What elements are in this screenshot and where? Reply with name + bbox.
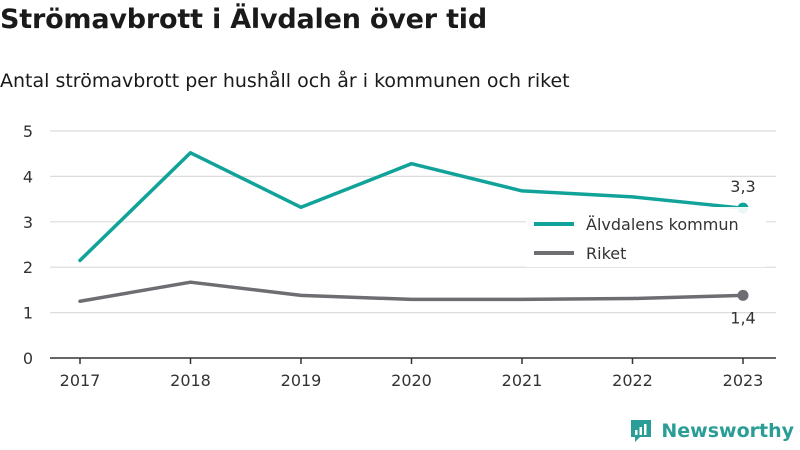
- series-line-0: [78, 151, 745, 263]
- chart-subtitle: Antal strömavbrott per hushåll och år i …: [0, 70, 570, 92]
- brand-name: Newsworthy: [661, 420, 794, 442]
- x-tick-label: 2017: [60, 371, 101, 390]
- x-tick-label: 2018: [170, 371, 211, 390]
- series-line-1: [78, 280, 745, 303]
- chart-title: Strömavbrott i Älvdalen över tid: [0, 4, 487, 35]
- series-end-label-0: 3,3: [730, 177, 755, 196]
- y-tick-label: 0: [23, 349, 33, 368]
- x-tick-label: 2023: [723, 371, 764, 390]
- x-tick-label: 2022: [612, 371, 653, 390]
- bar-chart-bubble-icon: [631, 420, 652, 442]
- y-tick-label: 1: [23, 304, 33, 323]
- y-tick-label: 4: [23, 167, 33, 186]
- legend-background: [526, 207, 766, 267]
- legend-label-0: Älvdalens kommun: [586, 215, 739, 234]
- series-end-label-1: 1,4: [730, 308, 755, 327]
- y-tick-label: 5: [23, 122, 33, 141]
- x-tick-label: 2021: [502, 371, 543, 390]
- brand-logo: Newsworthy: [629, 418, 794, 444]
- y-tick-label: 3: [23, 213, 33, 232]
- y-tick-label: 2: [23, 258, 33, 277]
- x-tick-label: 2019: [281, 371, 322, 390]
- legend-label-1: Riket: [586, 244, 626, 263]
- x-tick-label: 2020: [391, 371, 432, 390]
- series-endpoint-1: [737, 289, 749, 301]
